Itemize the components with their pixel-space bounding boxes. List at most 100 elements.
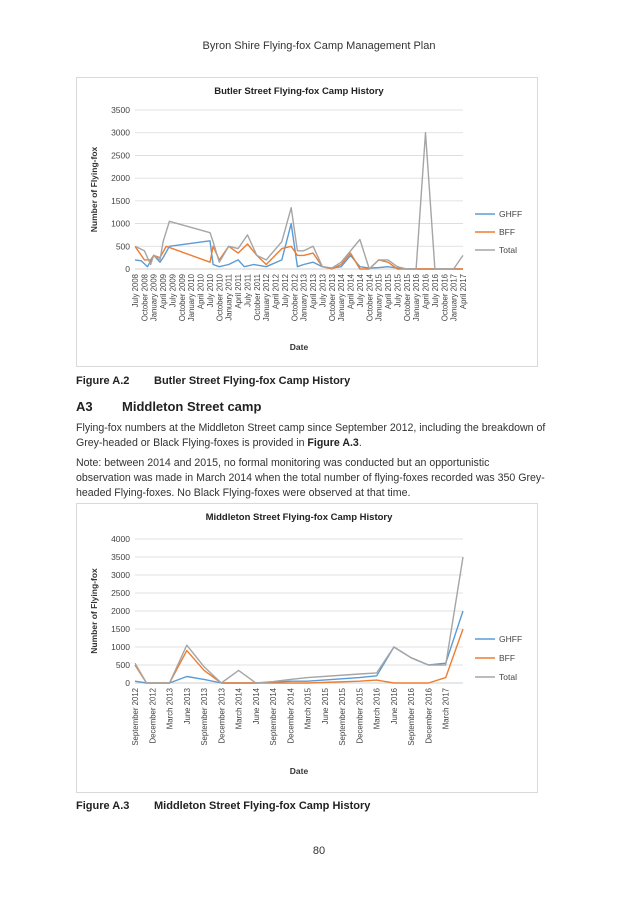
x-tick-label: October 2015: [403, 273, 412, 321]
x-tick-label: October 2008: [140, 274, 149, 321]
y-tick-label: 1000: [111, 219, 130, 229]
x-tick-label: July 2008: [131, 274, 140, 307]
section-number: A3: [76, 399, 93, 414]
x-tick-label: March 2013: [166, 688, 175, 729]
y-tick-label: 2000: [111, 173, 130, 183]
legend-label-ghff: GHFF: [499, 634, 522, 644]
x-tick-label: December 2014: [286, 687, 295, 743]
section-heading: A3 Middleton Street camp: [76, 399, 261, 414]
page-number: 80: [312, 845, 326, 857]
x-tick-label: April 2009: [159, 274, 168, 309]
x-tick-label: March 2016: [373, 688, 382, 729]
y-tick-label: 3500: [111, 552, 130, 562]
x-tick-label: October 2013: [328, 274, 337, 321]
y-tick-label: 3000: [111, 128, 130, 138]
x-tick-label: January 2017: [450, 274, 459, 321]
x-tick-label: June 2014: [252, 687, 261, 724]
x-tick-label: October 2014: [365, 273, 374, 321]
x-tick-label: December 2012: [148, 688, 157, 743]
figure-a3-caption: Figure A.3 Middleton Street Flying-fox Ca…: [76, 800, 370, 812]
figure-a3-reference: Figure A.3: [307, 437, 359, 449]
x-tick-label: March 2015: [304, 687, 313, 729]
legend-label-bff: BFF: [499, 227, 515, 237]
x-tick-label: April 2016: [422, 274, 431, 309]
x-tick-label: October 2010: [215, 273, 224, 321]
x-tick-label: September 2014: [269, 687, 278, 745]
chart-title: Butler Street Flying-fox Camp History: [214, 86, 384, 97]
y-tick-label: 2500: [111, 150, 130, 160]
page-header: Byron Shire Flying-fox Camp Management P…: [202, 40, 436, 52]
section-title: Middleton Street camp: [122, 399, 262, 414]
middleton-street-chart-svg: Middleton Street Flying-fox Camp History…: [89, 512, 522, 776]
figure-a3-title: Middleton Street Flying-fox Camp History: [154, 800, 371, 812]
x-tick-label: September 2012: [131, 688, 140, 746]
x-tick-label: January 2015: [375, 273, 384, 321]
x-tick-label: July 2015: [393, 273, 402, 307]
series-line-total: [134, 556, 464, 684]
x-tick-label: September 2013: [200, 688, 209, 746]
x-tick-label: July 2011: [243, 274, 252, 307]
y-tick-label: 1500: [111, 624, 130, 634]
x-tick-label: January 2010: [187, 273, 196, 321]
x-tick-label: December 2015: [355, 687, 364, 743]
y-tick-label: 2500: [111, 588, 130, 598]
legend-label-ghff: GHFF: [499, 209, 522, 219]
paragraph-intro-text: Flying-fox numbers at the Middleton Stre…: [76, 422, 546, 449]
x-tick-label: December 2016: [424, 688, 433, 743]
y-tick-label: 3000: [111, 570, 130, 580]
x-tick-label: March 2017: [442, 688, 451, 729]
x-tick-label: September 2016: [407, 688, 416, 746]
x-tick-label: September 2015: [338, 687, 347, 745]
butler-street-chart-svg: Butler Street Flying-fox Camp History 0 50…: [89, 86, 522, 352]
y-tick-label: 3500: [111, 105, 130, 115]
x-tick-label: July 2009: [168, 274, 177, 307]
x-tick-label: April 2014: [347, 273, 356, 309]
x-tick-label: October 2016: [440, 274, 449, 321]
x-tick-label: January 2011: [225, 274, 234, 321]
x-axis-label: Date: [290, 342, 309, 352]
x-tick-label: April 2010: [197, 273, 206, 309]
x-axis-label: Date: [290, 766, 309, 776]
x-tick-label: July 2012: [281, 274, 290, 307]
x-tick-label: July 2010: [206, 273, 215, 307]
y-tick-label: 500: [116, 241, 130, 251]
x-tick-label: April 2012: [272, 274, 281, 309]
x-tick-label: June 2015: [321, 687, 330, 724]
x-tick-label: January 2014: [337, 273, 346, 321]
x-tick-label: June 2016: [390, 688, 399, 724]
butler-street-chart: Butler Street Flying-fox Camp History 0 50…: [76, 77, 538, 367]
x-tick-label: July 2016: [431, 274, 440, 307]
legend-label-bff: BFF: [499, 653, 515, 663]
x-tick-label: December 2013: [217, 688, 226, 743]
x-tick-label: June 2013: [183, 688, 192, 724]
figure-a2-caption: Figure A.2 Butler Street Flying-fox Camp …: [76, 375, 350, 387]
x-tick-label: January 2012: [262, 274, 271, 321]
middleton-street-chart: Middleton Street Flying-fox Camp History…: [76, 503, 538, 793]
paragraph-intro: Flying-fox numbers at the Middleton Stre…: [76, 421, 546, 451]
y-tick-label: 0: [125, 264, 130, 274]
x-tick-label: October 2012: [290, 274, 299, 321]
x-tick-label: January 2013: [300, 274, 309, 321]
x-tick-label: April 2013: [309, 274, 318, 309]
y-axis-label: Number of Flying-fox: [89, 147, 99, 233]
y-tick-label: 500: [116, 660, 130, 670]
x-tick-label: April 2017: [459, 274, 468, 309]
series-line-bff: [134, 628, 464, 684]
y-tick-label: 1000: [111, 642, 130, 652]
x-tick-label: July 2014: [356, 273, 365, 307]
legend-label-total: Total: [499, 672, 517, 682]
y-tick-label: 4000: [111, 534, 130, 544]
y-tick-label: 1500: [111, 196, 130, 206]
chart-title: Middleton Street Flying-fox Camp History: [206, 512, 394, 523]
series-line-bff: [134, 243, 463, 270]
figure-a2-title: Butler Street Flying-fox Camp History: [154, 375, 351, 387]
figure-a3-number: Figure A.3: [76, 800, 130, 812]
paragraph-note: Note: between 2014 and 2015, no formal m…: [76, 457, 545, 499]
x-tick-label: March 2014: [235, 687, 244, 729]
x-tick-label: April 2011: [234, 274, 243, 309]
x-tick-label: April 2015: [384, 273, 393, 309]
x-tick-label: July 2013: [318, 274, 327, 307]
legend-label-total: Total: [499, 245, 517, 255]
x-tick-label: January 2009: [150, 274, 159, 321]
x-tick-label: October 2011: [253, 274, 262, 321]
